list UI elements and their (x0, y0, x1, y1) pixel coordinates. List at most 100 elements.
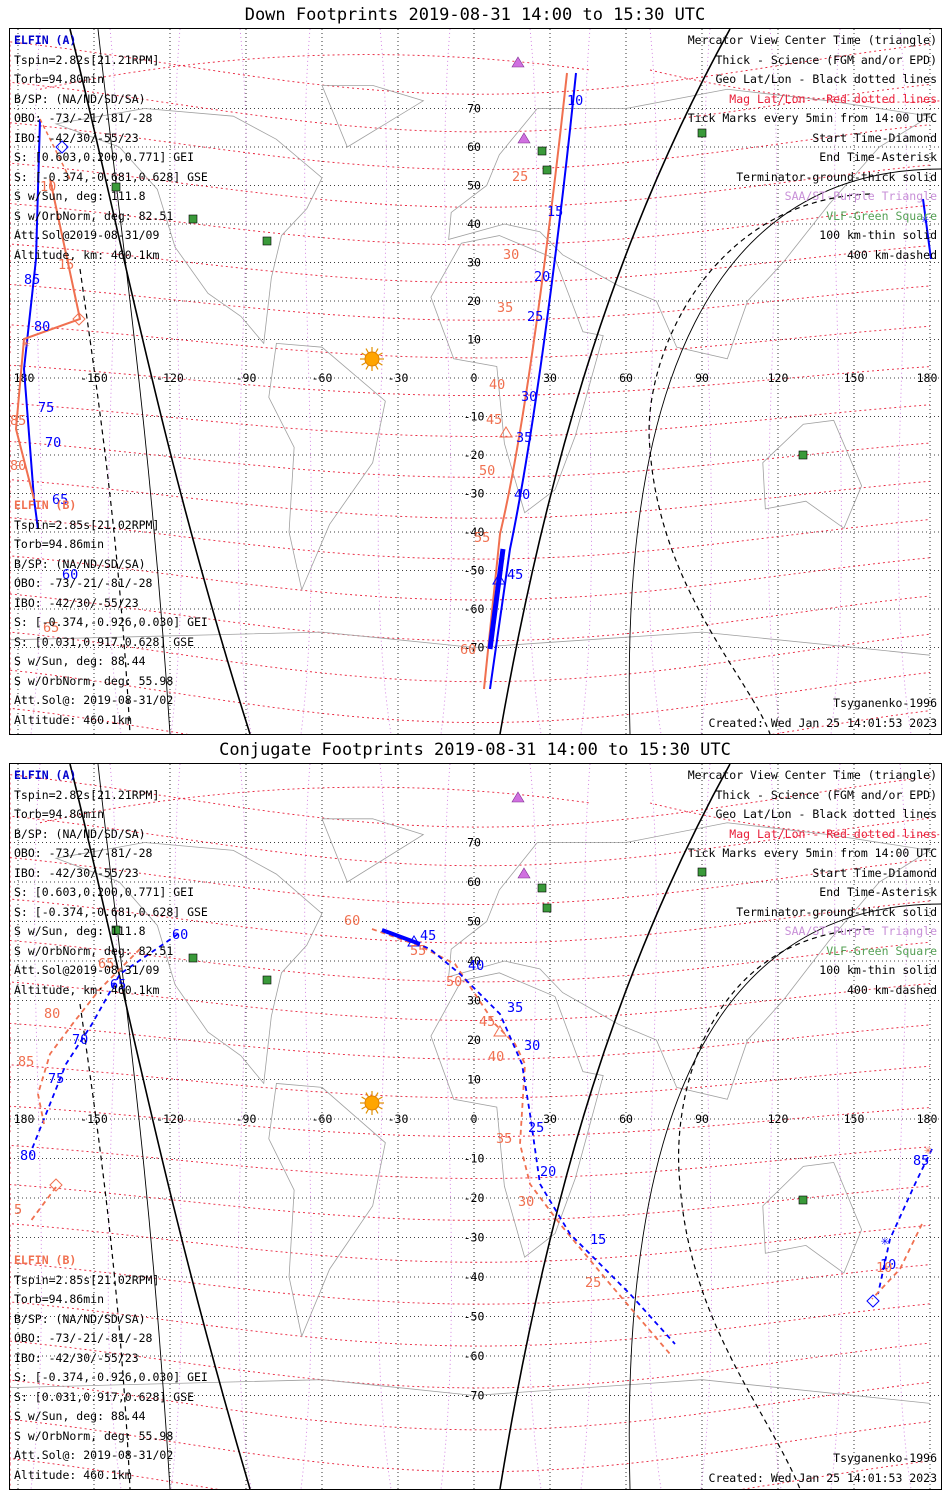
elfin-a-tick-label: 40 (514, 487, 530, 503)
mag-lat-line (10, 479, 931, 519)
elfin-a-param: S w/Sun, deg: 111.8 (14, 189, 146, 203)
elfin-a-param: S: [0.603,0.200,0.771] GEI (14, 150, 195, 164)
elfin-b-param: S: [-0.374,-0.926,0.030] GEI (14, 1370, 208, 1384)
sun-disc (364, 1095, 380, 1111)
elfin-a-track (389, 931, 676, 1345)
vlf-green-square (798, 1195, 808, 1205)
elfin-b-param: IBO: -42/30/-55/23 (14, 1350, 139, 1365)
start-diamond (55, 140, 69, 154)
elfin-b-tick-label: 45 (479, 1014, 495, 1030)
elfin-b-tick-label: 35 (496, 1131, 512, 1147)
saa-purple-triangle (511, 56, 525, 68)
mag-lon-line (647, 764, 662, 1489)
mag-lat-grid (10, 41, 941, 734)
created-timestamp: Created: Wed Jan 25 14:01:53 2023 (708, 716, 937, 730)
legend-entry: Mercator View Center Time (triangle) (687, 33, 937, 47)
lon-tick-label: 180 (917, 1112, 938, 1126)
center-triangle (499, 426, 513, 438)
elfin-a-tick-label: 80 (34, 319, 50, 335)
elfin-a-param: IBO: -42/30/-55/23 (14, 130, 139, 145)
elfin-a-header: ELFIN (A) (14, 33, 77, 47)
saa-purple-triangle (517, 867, 531, 879)
elfin-a-tick-label: 80 (20, 1148, 36, 1164)
elfin-b-tick-label: 40 (489, 377, 505, 393)
vlf-green-square (262, 975, 272, 985)
vlf-green-square (111, 925, 121, 935)
lat-tick-label: -50 (464, 564, 485, 578)
elfin-b-tick-label: 85 (10, 413, 26, 429)
lat-tick-label: -60 (464, 1349, 485, 1363)
elfin-b-param: S w/Sun, deg: 88.44 (14, 1409, 146, 1423)
elfin-b-tick-label: 40 (488, 1049, 504, 1065)
lat-tick-label: -20 (464, 1191, 485, 1205)
elfin-a-tick-label: 15 (590, 1232, 606, 1248)
legend-entry: 400 km-dashed (846, 982, 937, 997)
terminator-ground-curve (69, 29, 251, 734)
mag-lon-line (767, 764, 782, 1489)
mag-lon-line (300, 29, 312, 734)
center-triangle (492, 573, 506, 585)
footprint-tracks: ✳ ✳ 10 15 20 25 30 35 40 45 60 65 70 75 80 85 10 15 25 30 35… (10, 72, 932, 690)
elfin-a-param: S w/OrbNorm, deg: 82.51 (14, 208, 174, 223)
lon-tick-label: 120 (768, 371, 789, 385)
mag-lat-line (10, 898, 931, 944)
elfin-a-tick-label: 70 (45, 435, 61, 451)
elfin-b-tick-label: 65 (98, 956, 114, 972)
mag-lat-line (10, 517, 931, 560)
elfin-b-tick-label: 80 (10, 458, 26, 474)
elfin-a-science-segment (487, 548, 506, 650)
terminator-100km-curve (628, 168, 941, 734)
terminator-400km-curve (79, 1003, 131, 1489)
lat-tick-label: 60 (467, 140, 481, 154)
elfin-b-param: OBO: -73/-21/-81/-28 (14, 1331, 153, 1345)
elfin-a-param: B/SP: (NA/ND/SD/SA) (14, 826, 146, 841)
elfin-a-tick-label: 65 (52, 492, 68, 508)
elfin-b-param: Torb=94.86min (14, 537, 105, 551)
vlf-green-square (537, 146, 547, 156)
lat-tick-label: 40 (467, 217, 481, 231)
mag-lon-line (30, 29, 42, 734)
elfin-b-tick-label: 30 (503, 247, 519, 263)
lon-tick-label: 60 (619, 1112, 633, 1126)
sun-disc (364, 351, 380, 367)
elfin-a-param: S: [-0.374,-0.681,0.628] GSE (14, 169, 208, 184)
elfin-b-tick-label: 65 (43, 620, 59, 636)
elfin-a-param: Torb=94.80min (14, 807, 105, 821)
elfin-a-tick-label: 15 (547, 204, 563, 220)
elfin-a-header: ELFIN (A) (14, 768, 77, 782)
elfin-b-tick-label: 50 (479, 463, 495, 479)
lat-tick-label: -70 (464, 641, 485, 655)
legend-entry: Geo Lat/Lon - Black dotted lines (715, 807, 937, 821)
mag-lat-line (649, 69, 941, 103)
elfin-b-param: S: [0.031,0.917,0.628] GSE (14, 634, 195, 649)
legend-entry: Mercator View Center Time (triangle) (687, 768, 937, 782)
vlf-green-square (537, 883, 547, 893)
elfin-b-tick-label: 50 (446, 974, 462, 990)
elfin-b-tick-label: 25 (585, 1275, 601, 1291)
mag-lat-line (10, 1262, 931, 1305)
elfin-a-param: Att.Sol@2019-08-31/09 (14, 963, 160, 977)
elfin-b-param: Att.Sol@: 2019-08-31/02 (14, 693, 174, 707)
legend-entry: Start Time-Diamond (812, 865, 937, 880)
terminator-400km-curve (79, 268, 131, 734)
elfin-a-tick-label: 60 (62, 567, 78, 583)
mag-lat-line (10, 81, 931, 133)
elfin-a-param: Torb=94.80min (14, 72, 105, 86)
continent-outline (762, 419, 863, 529)
vlf-green-square (262, 236, 272, 246)
mag-lon-line (107, 29, 122, 734)
elfin-b-param: B/SP: (NA/ND/SD/SA) (14, 1311, 146, 1326)
elfin-b-track (37, 948, 141, 1125)
sun-icon (360, 347, 384, 371)
mag-lat-line (10, 815, 931, 867)
lat-labels: 70 60 50 40 30 20 10 -10 -20 -30 -40 -50 -60 -70 (464, 102, 485, 655)
elfin-a-tick-label: 85 (24, 272, 40, 288)
coastlines (10, 818, 932, 1404)
elfin-b-track (14, 178, 82, 500)
continent-outline (448, 822, 932, 1100)
elfin-b-tick-label: 80 (44, 1006, 60, 1022)
lon-tick-label: 0 (471, 1112, 478, 1126)
elfin-a-tick-label: 25 (527, 309, 543, 325)
lon-tick-label: 150 (844, 1112, 865, 1126)
